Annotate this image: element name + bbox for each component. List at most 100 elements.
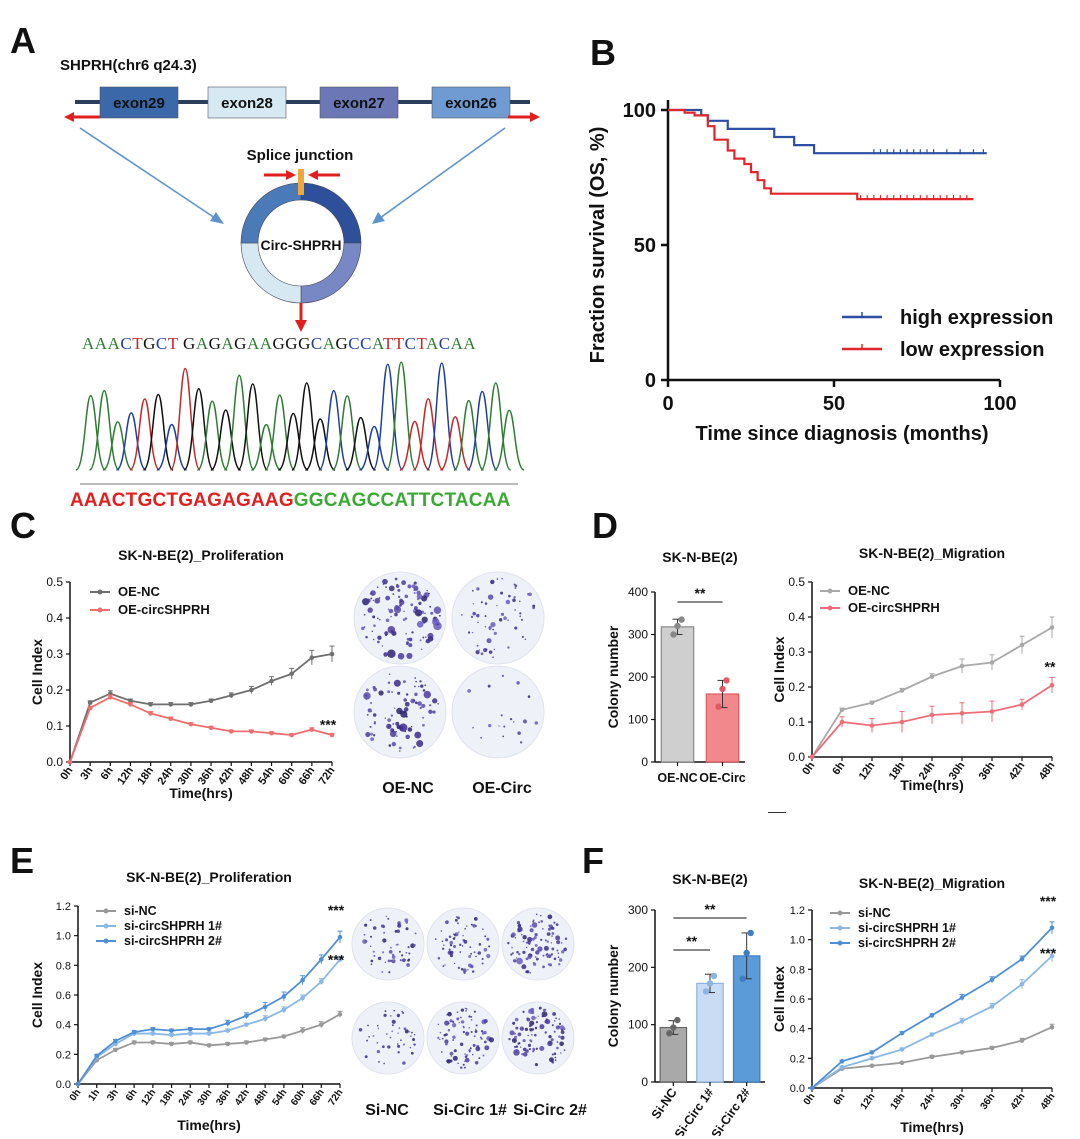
legend-label: si-NC <box>124 904 157 918</box>
data-point <box>1049 953 1055 959</box>
colony <box>388 949 393 954</box>
colony <box>476 587 480 591</box>
colony <box>470 615 474 619</box>
colony <box>483 648 488 653</box>
colony <box>389 745 391 747</box>
panel-letter-e: E <box>10 840 35 881</box>
y-tick-label: 0.1 <box>788 715 805 729</box>
colony <box>513 1032 517 1035</box>
exon-label-exon29: exon29 <box>113 95 165 112</box>
data-point <box>208 725 214 731</box>
colony <box>474 1030 478 1033</box>
colony <box>468 955 472 958</box>
colony <box>544 1031 547 1034</box>
seq-base-19: C <box>310 334 323 353</box>
colony <box>457 1062 459 1065</box>
colony <box>369 945 372 948</box>
colony <box>391 955 396 959</box>
colony <box>537 946 542 951</box>
colony <box>365 635 368 639</box>
colony <box>527 695 531 698</box>
series-line <box>69 696 333 763</box>
data-point <box>899 1030 905 1036</box>
colony <box>470 952 473 955</box>
colony <box>509 1030 515 1036</box>
colony <box>537 1015 539 1017</box>
colony <box>444 1039 449 1044</box>
colony <box>373 687 378 692</box>
colony <box>390 728 395 733</box>
colony <box>383 931 386 934</box>
left-blue-arrow <box>79 127 224 224</box>
colony <box>389 1036 392 1039</box>
colony <box>366 598 371 603</box>
colony <box>553 1020 556 1022</box>
data-point <box>337 1011 343 1017</box>
colony <box>413 943 416 947</box>
colony <box>498 725 500 727</box>
peak-7 <box>169 367 201 471</box>
colony <box>373 624 376 628</box>
data-point <box>929 1054 935 1060</box>
panel-letter-c: C <box>10 505 36 546</box>
colony <box>387 959 391 963</box>
colony <box>554 1059 557 1062</box>
replicate-point <box>706 980 714 987</box>
replicate-point <box>710 972 718 980</box>
replicate-point <box>674 1016 681 1024</box>
colony <box>529 928 534 933</box>
colony <box>453 944 457 949</box>
y-tick-label: 0.3 <box>46 647 63 661</box>
y-tick-label: 200 <box>628 670 648 684</box>
seq-base-17: G <box>285 334 299 353</box>
colony <box>450 1055 453 1057</box>
colony <box>488 724 492 728</box>
significance-marker: ** <box>686 933 697 949</box>
colony <box>534 1063 539 1067</box>
colony <box>391 1019 396 1024</box>
colony <box>519 1046 522 1048</box>
colony <box>445 920 449 925</box>
colony <box>376 1024 379 1027</box>
colony <box>511 1038 517 1044</box>
x-axis-label: Time(hrs) <box>900 1119 964 1135</box>
colony <box>474 1060 479 1065</box>
y-tick-label: 100 <box>628 1018 648 1032</box>
colony <box>528 1028 531 1030</box>
colony <box>414 677 416 679</box>
colony <box>564 937 568 941</box>
colony <box>367 1024 369 1027</box>
replicate-point <box>666 1030 673 1037</box>
dish-plate <box>351 1001 425 1075</box>
x-tick-label: 18h <box>889 1091 908 1111</box>
colony <box>470 923 473 926</box>
colony <box>507 619 509 622</box>
legend-marker <box>837 925 843 931</box>
colony <box>396 1043 399 1045</box>
chart-c-proliferation: SK-N-BE(2)_Proliferation 0.0 0.1 0.2 0.3 0.4 0… <box>29 547 338 801</box>
y-tick-label: 0 <box>645 370 656 392</box>
colony <box>460 1066 463 1069</box>
colony <box>473 1035 476 1038</box>
peak-25 <box>412 398 444 471</box>
bar-si-nc <box>659 1026 688 1083</box>
data-point <box>337 957 343 962</box>
colony <box>503 616 507 620</box>
data-point <box>899 1047 905 1052</box>
legend-label: si-NC <box>858 906 891 920</box>
ring-segment-3 <box>240 182 302 244</box>
colony <box>528 1047 531 1051</box>
dish-plate <box>351 907 425 981</box>
colony <box>463 1026 465 1029</box>
chart-title: SK-N-BE(2)_Proliferation <box>118 547 284 563</box>
colony <box>369 919 372 922</box>
colony <box>396 943 399 946</box>
data-point <box>249 687 254 693</box>
colony <box>472 726 474 729</box>
data-point <box>150 1026 156 1032</box>
colony <box>556 1041 559 1043</box>
x-tick-label: 66h <box>308 1087 327 1107</box>
colony <box>416 740 424 748</box>
exon-box-exon29 <box>99 86 179 119</box>
colony <box>477 621 479 624</box>
